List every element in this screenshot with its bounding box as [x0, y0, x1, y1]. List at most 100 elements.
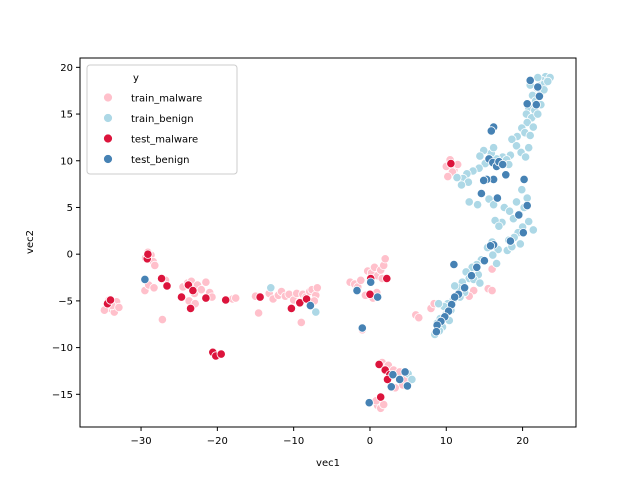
legend-marker: [103, 154, 113, 164]
y-tick-label: 20: [60, 63, 73, 74]
data-point: [472, 200, 483, 210]
data-point: [157, 314, 167, 325]
data-point: [511, 141, 522, 151]
data-point: [531, 100, 541, 110]
data-point: [464, 197, 474, 207]
data-point: [352, 285, 362, 296]
data-point: [231, 293, 241, 303]
data-point: [157, 273, 167, 284]
data-point: [372, 292, 383, 302]
data-point: [522, 117, 532, 128]
data-point: [305, 300, 315, 311]
data-point: [443, 172, 453, 182]
y-tick-label: −15: [52, 390, 73, 401]
legend-label: test_malware: [131, 135, 198, 146]
data-point: [533, 109, 543, 119]
plot-frame: [79, 57, 577, 428]
data-point: [149, 283, 159, 293]
data-point: [492, 193, 502, 203]
data-point: [386, 382, 396, 392]
data-point: [431, 327, 441, 337]
data-point: [491, 258, 502, 269]
data-point: [433, 299, 444, 309]
data-point: [533, 73, 543, 83]
data-point: [186, 303, 196, 313]
data-point: [140, 274, 150, 284]
data-point: [201, 277, 211, 287]
data-point: [365, 289, 375, 299]
data-point: [505, 236, 515, 246]
data-point: [533, 82, 543, 92]
legend-title: y: [133, 73, 139, 84]
x-tick-label: −30: [130, 436, 151, 447]
legend-marker: [103, 113, 113, 123]
data-point: [196, 285, 206, 295]
data-point: [382, 273, 392, 284]
data-point: [114, 302, 124, 312]
data-point: [501, 170, 511, 180]
data-point: [525, 130, 535, 141]
data-point: [452, 173, 462, 183]
data-point: [504, 206, 515, 216]
data-point: [514, 210, 524, 220]
data-point: [534, 91, 545, 101]
legend-label: test_benign: [131, 155, 190, 166]
data-point: [519, 174, 529, 184]
data-point: [400, 367, 410, 377]
data-point: [376, 392, 386, 402]
data-point: [522, 99, 532, 109]
data-point: [543, 76, 553, 87]
data-point: [528, 122, 538, 132]
data-point: [479, 175, 489, 185]
y-tick-label: 15: [60, 110, 73, 121]
data-point: [476, 188, 486, 199]
data-point: [485, 241, 496, 251]
axes-layer: −30 −20 −10 0 10 20 −15 −10 −5 0 5 10 15 20: [52, 63, 529, 447]
data-point: [364, 398, 374, 408]
data-point: [528, 225, 538, 235]
data-point: [357, 323, 367, 333]
data-point: [266, 283, 276, 293]
y-tick-label: −10: [52, 343, 73, 354]
x-tick-label: 0: [367, 436, 373, 447]
data-point: [449, 259, 459, 270]
data-point: [522, 201, 532, 211]
legend-label: train_malware: [131, 94, 202, 105]
x-axis-label: vec1: [316, 458, 340, 469]
points-layer: [99, 72, 555, 413]
data-point: [446, 159, 456, 169]
data-point: [517, 185, 527, 195]
data-point: [296, 317, 306, 327]
data-point: [494, 221, 504, 231]
series-test-malware: [102, 159, 456, 402]
data-point: [525, 75, 535, 86]
data-point: [515, 239, 525, 249]
data-point: [105, 295, 116, 305]
legend-label: train_benign: [131, 114, 194, 125]
legend-box: [86, 64, 238, 175]
data-point: [475, 151, 485, 161]
data-point: [374, 359, 384, 369]
data-point: [487, 285, 497, 296]
legend-marker: [103, 92, 113, 103]
data-point: [450, 281, 460, 291]
data-point: [143, 249, 153, 259]
data-point: [356, 275, 366, 285]
data-point: [150, 260, 160, 270]
x-tick-label: −10: [283, 436, 304, 447]
data-point: [511, 197, 522, 207]
data-point: [312, 283, 322, 293]
data-point: [407, 374, 417, 384]
y-tick-label: 0: [67, 250, 73, 261]
data-point: [520, 152, 531, 162]
data-point: [162, 281, 172, 291]
data-point: [201, 293, 211, 303]
data-point: [524, 143, 534, 153]
data-point: [507, 134, 517, 144]
data-point: [524, 216, 534, 227]
data-point: [456, 180, 467, 190]
data-point: [286, 303, 296, 313]
data-point: [486, 126, 496, 136]
x-tick-label: 10: [440, 436, 453, 447]
